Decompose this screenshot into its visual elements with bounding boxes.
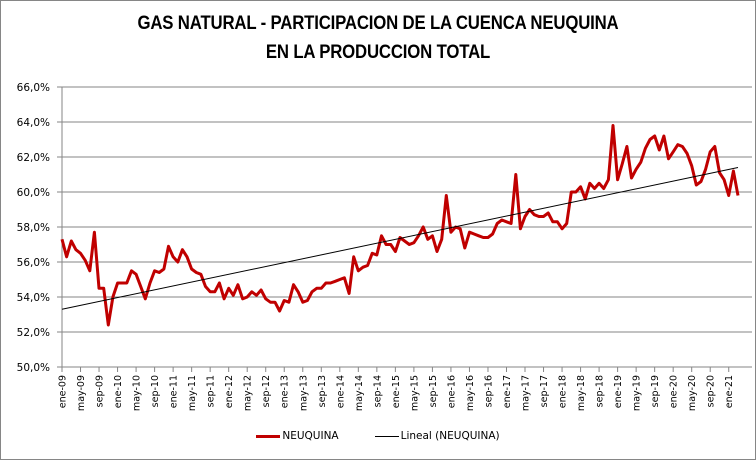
x-tick-label: sep-20 [706,375,717,407]
x-tick-label: ene-20 [669,375,680,408]
y-tick-label: 56,0% [17,257,50,269]
y-tick-label: 60,0% [17,187,50,199]
chart-title: GAS NATURAL - PARTICIPACION DE LA CUENCA… [53,9,703,67]
legend-swatch-neuquina [256,434,281,438]
x-tick-label: may-15 [409,375,420,411]
x-tick-label: sep-11 [206,375,217,407]
series-layer [60,124,740,327]
legend-item-lineal: Lineal (NEUQUINA) [374,430,500,442]
x-tick-label: may-14 [354,375,365,411]
x-tick-label: sep-18 [595,375,606,407]
x-tick-label: sep-12 [261,375,272,407]
x-tick-label: may-11 [187,375,198,411]
x-tick-label: ene-10 [113,375,124,408]
x-tick-label: sep-09 [95,375,106,407]
series-line-neuquina [60,124,740,327]
chart-title-line-1: GAS NATURAL - PARTICIPACION DE LA CUENCA… [137,12,619,34]
x-tick-label: sep-16 [483,375,494,407]
x-tick-label: may-16 [465,375,476,411]
x-axis-tick-labels: ene-09 may-09 sep-09 ene-10 may-10 sep-10 ene-… [58,375,736,411]
x-tick-label: ene-13 [280,375,291,408]
x-tick-label: sep-15 [428,375,439,407]
y-axis-tick-labels: 50,0% 52,0% 54,0% 56,0% 58,0% 60,0% 62,0% 64,0%… [17,82,50,374]
x-tick-label: ene-18 [558,375,569,408]
x-tick-label: ene-15 [391,375,402,408]
x-tick-label: ene-09 [58,375,69,408]
x-tick-label: ene-16 [446,375,457,408]
y-tick-label: 52,0% [17,327,50,339]
legend-item-neuquina: NEUQUINA [256,430,339,442]
gridlines [62,86,752,333]
x-tick-label: may-20 [687,375,698,411]
x-tick-label: may-17 [521,375,532,411]
x-tick-label: ene-19 [613,375,624,408]
x-tick-label: may-09 [76,375,87,411]
x-tick-label: ene-14 [335,375,346,408]
y-tick-label: 62,0% [17,152,50,164]
y-tick-label: 66,0% [17,82,50,94]
y-tick-label: 58,0% [17,222,50,234]
x-tick-label: ene-21 [724,375,735,408]
x-tick-label: sep-17 [539,375,550,407]
x-tick-label: may-19 [632,375,643,411]
legend-label-neuquina: NEUQUINA [282,430,339,442]
x-tick-label: ene-12 [224,375,235,408]
x-tick-label: ene-17 [502,375,513,408]
y-tick-label: 64,0% [17,117,50,129]
x-tick-label: sep-13 [317,375,328,407]
chart-title-line-2: EN LA PRODUCCION TOTAL [265,41,491,63]
legend-label-lineal: Lineal (NEUQUINA) [400,430,500,442]
x-tick-label: sep-19 [650,375,661,407]
axes [57,86,752,372]
x-tick-label: may-10 [132,375,143,411]
legend: NEUQUINA Lineal (NEUQUINA) [0,430,756,442]
y-tick-label: 54,0% [17,292,50,304]
x-tick-label: ene-11 [169,375,180,408]
x-tick-label: may-13 [298,375,309,411]
legend-swatch-lineal [374,435,399,437]
x-tick-label: may-12 [243,375,254,411]
series-line-lineal-trend [61,167,739,310]
y-tick-label: 50,0% [17,362,50,374]
x-tick-label: sep-10 [150,375,161,407]
x-tick-label: sep-14 [372,375,383,407]
x-tick-label: may-18 [576,375,587,411]
